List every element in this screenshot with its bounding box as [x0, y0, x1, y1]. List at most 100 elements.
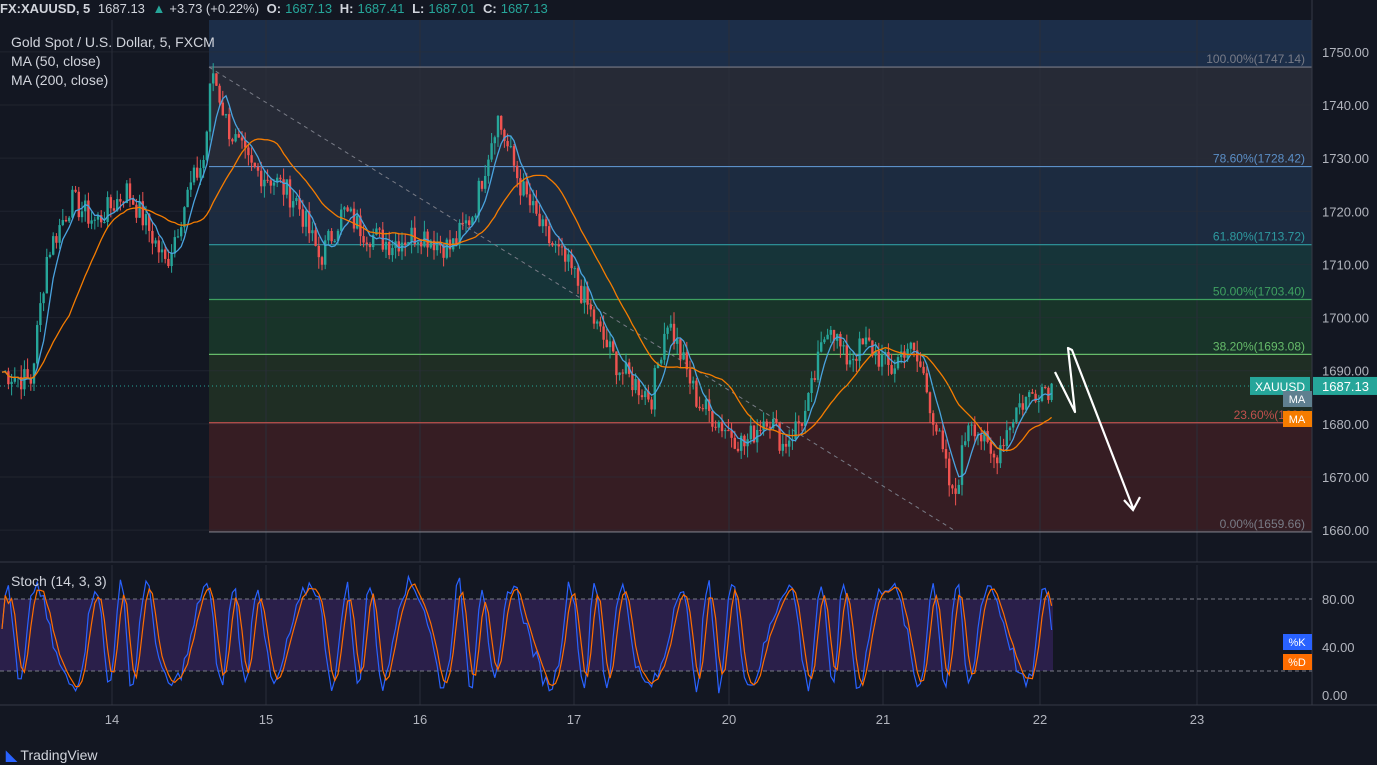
candle-body	[1040, 387, 1044, 402]
candle-body	[138, 201, 141, 218]
candle-body	[199, 168, 202, 178]
candle-body	[528, 194, 532, 206]
candle-body	[560, 246, 564, 248]
candle-body	[861, 338, 864, 345]
stoch-legend[interactable]: Stoch (14, 3, 3)	[11, 573, 107, 589]
candle-body	[589, 304, 592, 310]
candle-body	[247, 147, 250, 156]
candle-body	[624, 362, 628, 374]
candle-body	[1028, 392, 1031, 397]
candle-body	[381, 229, 384, 250]
fib-zone	[209, 299, 1312, 355]
candle-body	[170, 253, 173, 267]
time-tick-label: 23	[1190, 712, 1204, 727]
candle-body	[285, 179, 288, 195]
projection-arrow	[1054, 346, 1135, 509]
candle-body	[500, 115, 503, 130]
candle-body	[996, 457, 999, 464]
candle-body	[903, 351, 906, 358]
candle-body	[682, 352, 685, 360]
candle-body	[218, 85, 221, 103]
candle-body	[1005, 430, 1008, 447]
candle-body	[544, 219, 548, 227]
candle-body	[800, 423, 804, 426]
projection-arrow-head	[1123, 496, 1141, 512]
candle-body	[906, 348, 909, 358]
last-price: 1687.13	[97, 1, 145, 16]
legend-title[interactable]: Gold Spot / U.S. Dollar, 5, FXCM	[11, 34, 215, 50]
candle-body	[832, 329, 836, 341]
candle-body	[192, 167, 196, 183]
candle-body	[42, 293, 45, 304]
symbol-name[interactable]: FX:XAUUSD, 5	[0, 1, 91, 16]
candle-body	[205, 131, 208, 160]
candle-body	[1050, 383, 1053, 400]
candle-body	[637, 378, 640, 396]
candle-body	[768, 426, 772, 429]
candle-body	[234, 134, 237, 142]
candle-body	[804, 410, 807, 426]
candle-body	[554, 244, 557, 246]
candle-body	[215, 73, 218, 86]
candle-body	[157, 240, 160, 253]
candle-body	[848, 360, 852, 365]
price-badge: 1687.13	[1322, 379, 1369, 394]
candle-body	[596, 321, 599, 324]
candle-body	[759, 429, 762, 431]
candle-body	[864, 337, 868, 345]
candle-body	[720, 422, 724, 432]
candle-body	[39, 303, 42, 326]
candle-body	[1015, 407, 1018, 423]
change-arrow-icon: ▲	[152, 1, 166, 16]
candle-body	[269, 180, 272, 186]
candle-body	[612, 341, 615, 352]
time-tick-label: 16	[413, 712, 427, 727]
candle-body	[736, 448, 740, 451]
candle-body	[1012, 422, 1015, 428]
candle-body	[244, 140, 247, 148]
candle-body	[519, 178, 522, 196]
candle-body	[445, 239, 448, 258]
candle-body	[631, 373, 634, 391]
candle-body	[842, 345, 845, 347]
open-label: O:	[266, 1, 282, 16]
candle-body	[733, 437, 736, 449]
candle-body	[794, 421, 797, 440]
candle-body	[999, 445, 1002, 464]
high-value: 1687.41	[357, 1, 405, 16]
candle-body	[762, 421, 765, 431]
candle-body	[122, 201, 125, 204]
candle-body	[496, 115, 500, 138]
candle-body	[586, 286, 589, 305]
candle-body	[948, 458, 951, 486]
legend-ma50[interactable]: MA (50, close)	[11, 53, 101, 69]
candle-body	[288, 179, 292, 208]
legend-ma200[interactable]: MA (200, close)	[11, 72, 109, 88]
candle-body	[375, 228, 378, 235]
candle-body	[68, 217, 71, 222]
tradingview-logo[interactable]: ◣ TradingView	[6, 747, 97, 764]
candle-body	[477, 180, 480, 216]
candle-body	[228, 114, 231, 140]
candle-body	[727, 430, 730, 432]
candle-body	[77, 191, 80, 218]
candle-body	[640, 395, 644, 398]
candle-body	[90, 220, 93, 224]
candle-body	[928, 392, 932, 414]
tradingview-brand: TradingView	[20, 747, 98, 763]
candle-body	[724, 430, 727, 432]
candle-body	[282, 179, 285, 195]
candle-body	[932, 413, 935, 425]
candle-body	[167, 258, 170, 267]
candle-body	[858, 338, 861, 361]
candle-body	[1037, 401, 1040, 403]
candle-body	[740, 435, 743, 451]
candle-body	[925, 373, 928, 393]
candle-body	[890, 365, 893, 374]
candle-body	[845, 345, 848, 365]
candle-body	[432, 240, 436, 251]
candle-body	[320, 257, 324, 265]
candle-body	[346, 207, 349, 212]
chart-legend: Gold Spot / U.S. Dollar, 5, FXCM MA (50,…	[11, 33, 215, 90]
